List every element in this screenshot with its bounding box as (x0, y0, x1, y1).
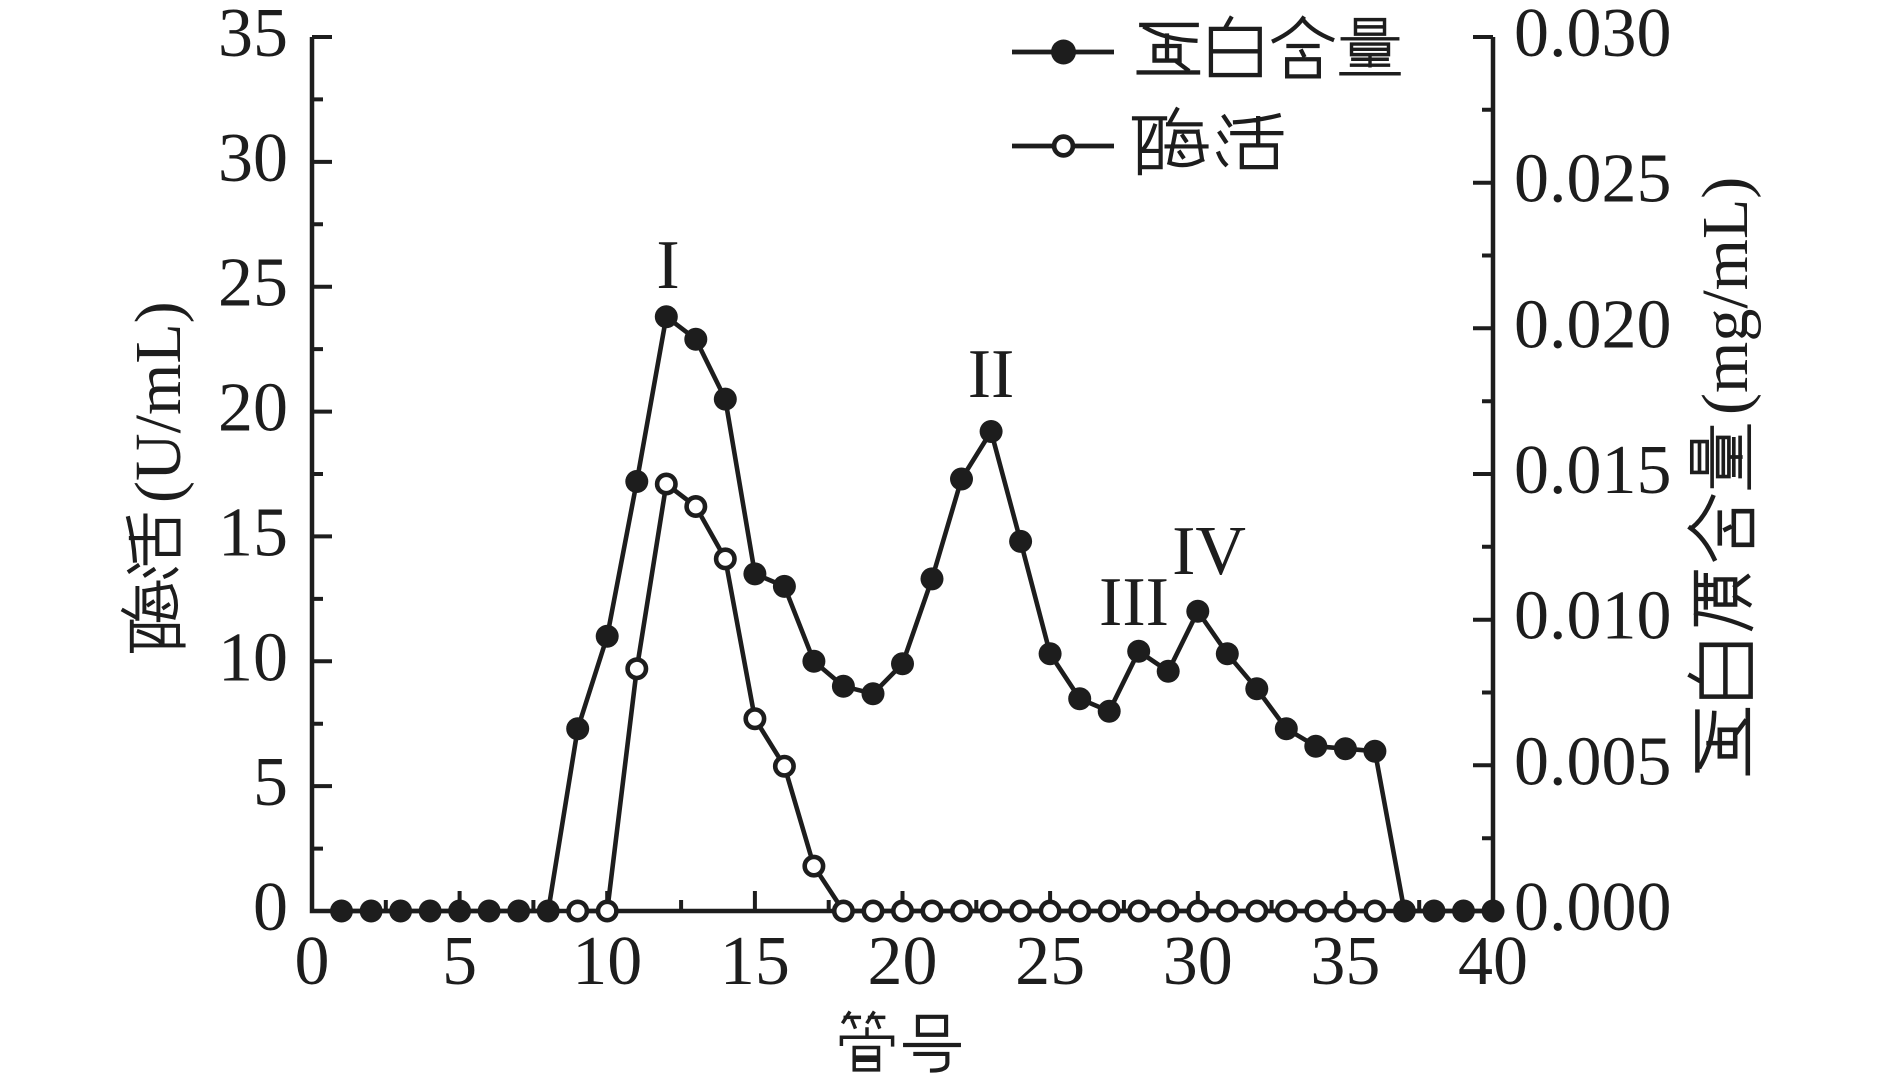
svg-text:(U/mL): (U/mL) (122, 301, 195, 503)
svg-text:I: I (656, 227, 679, 304)
svg-text:40: 40 (1458, 923, 1528, 1000)
svg-text:(mg/mL): (mg/mL) (1689, 177, 1762, 415)
svg-text:0.030: 0.030 (1514, 0, 1672, 72)
svg-text:10: 10 (572, 923, 642, 1000)
svg-text:0.025: 0.025 (1514, 141, 1672, 218)
svg-text:IV: IV (1172, 513, 1246, 590)
svg-text:5: 5 (253, 744, 288, 821)
svg-text:15: 15 (218, 494, 288, 571)
svg-text:0: 0 (295, 923, 330, 1000)
svg-text:5: 5 (442, 923, 477, 1000)
svg-text:0.000: 0.000 (1514, 869, 1672, 946)
svg-text:35: 35 (218, 0, 288, 72)
svg-text:20: 20 (218, 370, 288, 447)
svg-text:25: 25 (218, 245, 288, 322)
svg-text:0.020: 0.020 (1514, 286, 1672, 363)
svg-text:0.010: 0.010 (1514, 578, 1672, 655)
svg-text:0: 0 (253, 869, 288, 946)
svg-text:II: II (968, 336, 1015, 413)
svg-text:0.015: 0.015 (1514, 432, 1672, 509)
svg-text:0.005: 0.005 (1514, 723, 1672, 800)
svg-text:10: 10 (218, 619, 288, 696)
svg-text:20: 20 (868, 923, 938, 1000)
svg-text:25: 25 (1015, 923, 1085, 1000)
svg-text:30: 30 (1163, 923, 1233, 1000)
svg-text:15: 15 (720, 923, 790, 1000)
svg-text:30: 30 (218, 120, 288, 197)
svg-text:III: III (1099, 564, 1169, 641)
svg-text:35: 35 (1310, 923, 1380, 1000)
